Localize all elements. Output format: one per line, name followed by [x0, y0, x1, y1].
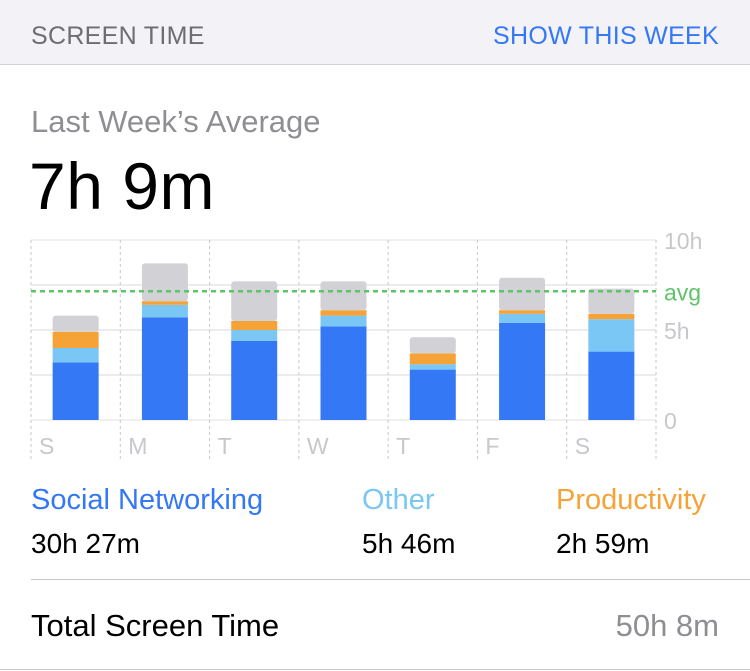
bar-other: [499, 313, 546, 323]
legend-label-social: Social Networking: [31, 484, 264, 516]
bar-other: [320, 315, 367, 327]
bar-uncategorized: [588, 288, 635, 314]
bar-productivity: [52, 331, 99, 348]
y-tick-label: 0: [664, 408, 677, 434]
bar-productivity: [588, 313, 635, 320]
legend-value-social: 30h 27m: [31, 528, 140, 559]
bar-uncategorized: [141, 263, 188, 302]
bar-uncategorized: [231, 281, 278, 321]
bar-other: [52, 348, 99, 363]
bar-social: [499, 322, 546, 420]
bar-social: [320, 326, 367, 420]
x-tick-label: T: [396, 433, 410, 459]
total-screen-time-label: Total Screen Time: [31, 608, 280, 643]
bar-uncategorized: [499, 277, 546, 311]
bar-productivity: [231, 321, 278, 330]
x-tick-label: M: [128, 433, 147, 459]
bar-uncategorized: [409, 337, 456, 354]
show-this-week-link[interactable]: SHOW THIS WEEK: [493, 22, 719, 50]
bar-uncategorized: [320, 281, 367, 311]
legend-label-productivity: Productivity: [556, 484, 706, 516]
legend-label-other: Other: [362, 484, 435, 516]
average-value: 7h 9m: [29, 149, 215, 223]
bar-productivity: [499, 310, 546, 314]
bar-other: [409, 364, 456, 370]
x-tick-label: S: [575, 433, 590, 459]
bar-productivity: [320, 310, 367, 316]
legend-value-productivity: 2h 59m: [556, 528, 650, 559]
bar-social: [231, 340, 278, 420]
bar-social: [141, 317, 188, 420]
bar-other: [588, 319, 635, 352]
y-tick-label: 10h: [664, 228, 702, 254]
bar-productivity: [141, 301, 188, 305]
y-tick-label: 5h: [664, 318, 690, 344]
average-label: Last Week’s Average: [31, 104, 321, 139]
section-title: SCREEN TIME: [31, 22, 205, 50]
bar-social: [409, 369, 456, 420]
x-tick-label: T: [218, 433, 232, 459]
divider: [31, 579, 750, 580]
x-tick-label: S: [39, 433, 54, 459]
bar-productivity: [409, 353, 456, 365]
bar-uncategorized: [52, 315, 99, 332]
bottom-divider: [0, 669, 750, 670]
x-tick-label: F: [485, 433, 499, 459]
section-header: SCREEN TIME SHOW THIS WEEK: [0, 0, 750, 65]
bar-other: [141, 304, 188, 318]
average-label: avg: [664, 279, 701, 305]
legend-value-other: 5h 46m: [362, 528, 456, 559]
x-tick-label: W: [307, 433, 329, 459]
bar-social: [588, 351, 635, 420]
weekly-usage-chart[interactable]: avg 10h 5h 0 S M T W T F S: [0, 225, 750, 465]
bar-social: [52, 362, 99, 420]
bar-other: [231, 330, 278, 341]
total-screen-time-value: 50h 8m: [615, 608, 719, 643]
